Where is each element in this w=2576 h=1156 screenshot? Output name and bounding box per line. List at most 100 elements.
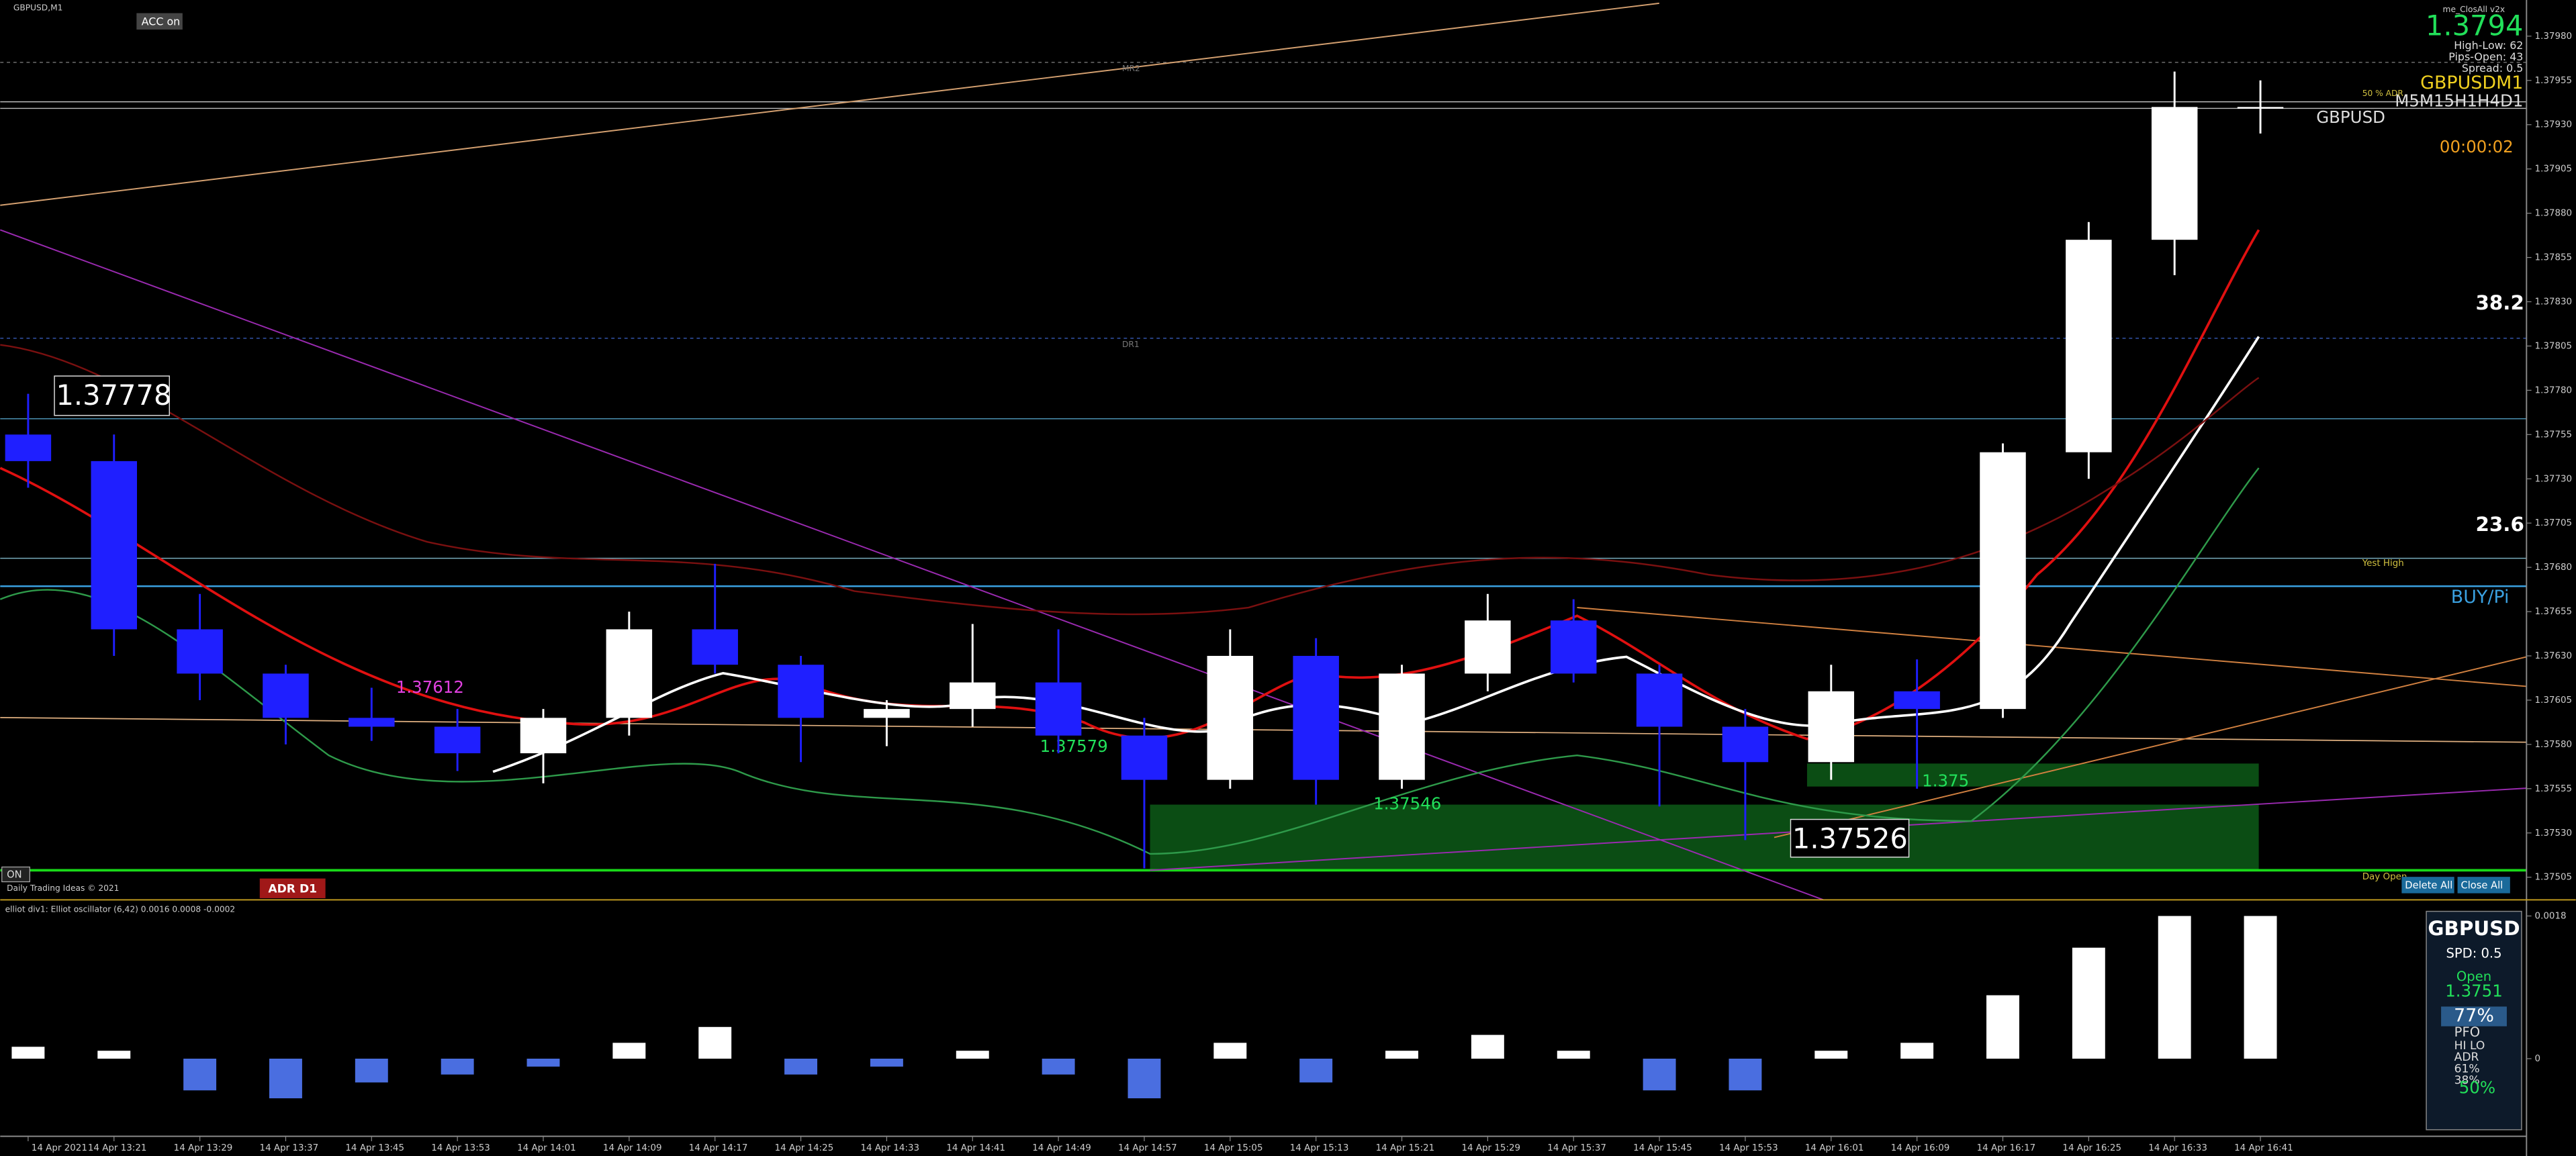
level-text: MR2 [1122,64,1140,73]
close-all-label[interactable]: Close All [2460,880,2503,892]
acc-button-label[interactable]: ACC on [142,15,181,28]
candle-body [606,629,653,718]
candle-body [177,629,223,674]
x-tick-label: 14 Apr 13:21 [88,1143,147,1153]
trend-line [0,229,1824,901]
panel-text: 38% [2454,1073,2480,1087]
candle-body [1035,682,1082,736]
panel-spread: SPD: 0.5 [2446,946,2501,961]
x-tick-label: 14 Apr 16:33 [2148,1143,2207,1153]
oscillator-bar [1213,1043,1247,1059]
fib-label: 38.2 [2475,291,2524,314]
oscillator-bar [97,1051,131,1059]
candle-body [864,709,910,718]
candle-body [5,434,52,461]
y-tick-label: 0 [2535,1054,2541,1064]
candle-body [91,461,137,630]
oscillator-bar [1128,1059,1161,1099]
x-tick-label: 14 Apr 15:29 [1461,1143,1520,1153]
price-tag-label: 1.37546 [1373,794,1441,814]
x-tick-label: 14 Apr 16:25 [2062,1143,2121,1153]
timeframes: M5M15H1H4D1 [2395,91,2523,111]
candle-body [520,718,567,754]
acc-button[interactable] [136,13,183,30]
x-tick-label: 14 Apr 16:09 [1891,1143,1950,1153]
candle-body [1550,620,1597,674]
level-text: 50 % ADR [2362,89,2404,98]
y-tick-label: 1.37580 [2535,740,2573,750]
candle-body [1379,673,1425,780]
band-line [0,467,2260,855]
info-text: Spread: 0.5 [2462,62,2524,75]
close-all-button[interactable] [2457,877,2510,894]
y-tick-label: 1.37680 [2535,563,2573,573]
oscillator-bar [612,1043,646,1059]
candle-body [2237,107,2284,109]
candle-body [1207,656,1254,780]
panel-text: PFO [2454,1024,2480,1040]
oscillator-bar [269,1059,302,1099]
oscillator-bar [784,1059,818,1075]
candle-body [778,665,824,718]
info-text: High-Low: 62 [2454,39,2523,52]
y-tick-label: 1.37555 [2535,784,2573,794]
y-tick-label: 1.37880 [2535,209,2573,219]
delete-all-label[interactable]: Delete All [2405,880,2452,892]
y-tick-label: 1.37955 [2535,76,2573,86]
x-tick-label: 14 Apr 16:41 [2234,1143,2293,1153]
level-text: Day Open [2362,872,2407,882]
candle-body [950,682,996,710]
oscillator-bar [2072,947,2105,1059]
y-tick-label: 0.0018 [2535,911,2567,921]
panel-bar [2441,1006,2507,1026]
panel-text: ADR [2454,1051,2479,1064]
oscillator-bar [183,1059,217,1091]
symbol-tf: GBPUSDM1 [2420,73,2523,93]
x-tick-label: 14 Apr 13:45 [345,1143,404,1153]
x-tick-label: 14 Apr 16:01 [1805,1143,1864,1153]
oscillator-bar [1729,1059,1762,1091]
on-button[interactable] [1,866,30,883]
oscillator-bar [870,1059,903,1067]
oscillator-bar [2158,916,2191,1059]
x-tick-label: 14 Apr 2021 [32,1143,87,1153]
price-tag [1790,818,1910,858]
symbol-label: GBPUSD,M1 [13,3,63,13]
x-tick-label: 14 Apr 15:13 [1290,1143,1349,1153]
oscillator-bar [355,1059,388,1083]
y-tick-label: 1.37930 [2535,120,2573,130]
y-tick-label: 1.37605 [2535,695,2573,706]
price-tag-label: 1.37612 [396,677,464,697]
candle-body [1293,656,1339,780]
candle-body [349,718,395,727]
ea-name: me_ClosAll v2x [2443,5,2505,14]
price-tag-label: 1.375 [1922,771,1969,790]
y-tick-label: 1.37630 [2535,651,2573,661]
oscillator-bar [526,1059,560,1067]
y-tick-label: 1.37855 [2535,253,2573,263]
candle-body [2066,240,2112,452]
level-text: Yest High [2362,559,2404,569]
y-tick-label: 1.37780 [2535,385,2573,395]
price-tag [54,375,170,416]
oscillator-bar [2244,916,2277,1059]
oscillator-bar [1042,1059,1075,1075]
adr-button[interactable] [259,878,326,898]
trend-line [0,2,1659,206]
adr-button-label[interactable]: ADR D1 [268,883,317,896]
trend-line [0,717,2527,743]
x-tick-label: 14 Apr 14:17 [689,1143,748,1153]
x-tick-label: 14 Apr 15:21 [1376,1143,1435,1153]
oscillator-bar [1471,1034,1504,1059]
x-tick-label: 14 Apr 13:37 [260,1143,319,1153]
symbol: GBPUSD [2316,107,2385,127]
on-button-label[interactable]: ON [7,869,22,881]
oscillator-bar [956,1051,989,1059]
y-tick-label: 1.37805 [2535,341,2573,351]
candle-body [1980,452,2026,710]
oscillator-bar [1986,995,2019,1059]
delete-all-button[interactable] [2401,877,2454,894]
candle-body [1722,726,1769,763]
